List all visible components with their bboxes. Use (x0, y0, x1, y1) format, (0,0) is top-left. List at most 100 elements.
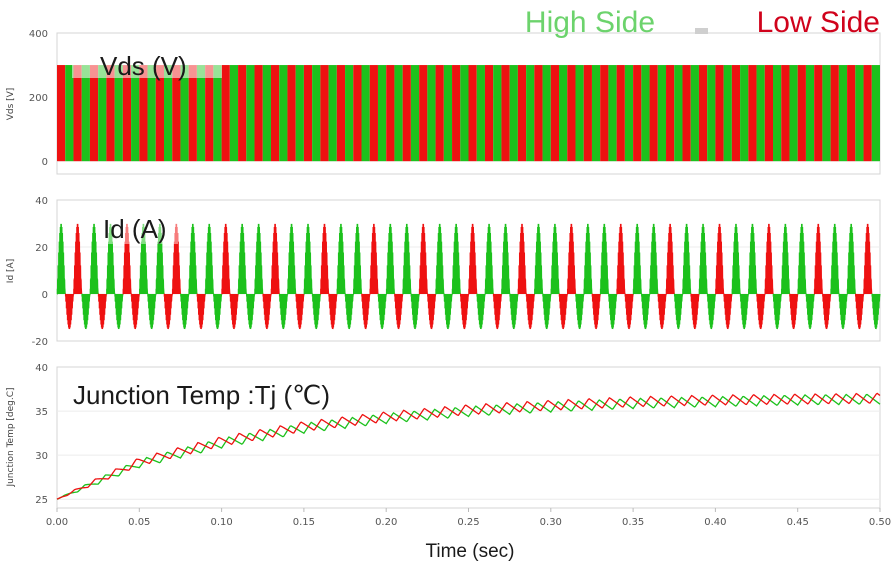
vds-low-side-pulse (287, 65, 296, 162)
vds-high-side-pulse (838, 65, 848, 162)
id-negative-pulse (97, 293, 107, 330)
y-tick-label: 35 (35, 407, 48, 418)
id-positive-pulse (171, 223, 181, 295)
id-positive-pulse (237, 223, 247, 295)
vds-high-side-pulse (279, 65, 288, 162)
id-positive-pulse (188, 223, 198, 295)
x-tick-label: 0.25 (457, 517, 479, 528)
id-positive-pulse (780, 223, 791, 295)
id-negative-pulse (344, 293, 354, 330)
vds-annotation-backdrop (72, 56, 222, 78)
vds-low-side-pulse (814, 65, 823, 162)
vds-high-side-pulse (855, 65, 864, 162)
vds-high-side-pulse (509, 65, 518, 162)
id-negative-pulse (772, 293, 782, 330)
id-negative-pulse (723, 293, 733, 330)
vds-high-side-pulse (65, 65, 74, 162)
id-negative-pulse (410, 293, 420, 330)
vds-high-side-pulse (822, 65, 831, 162)
id-negative-pulse (542, 293, 552, 330)
vds-low-side-pulse (155, 65, 164, 162)
id-positive-pulse (122, 223, 132, 295)
id-positive-pulse (682, 223, 692, 295)
vds-low-side-pulse (682, 65, 691, 162)
vds-high-side-pulse (591, 65, 601, 162)
vds-high-side-pulse (575, 65, 584, 162)
vds-low-side-pulse (797, 65, 806, 162)
vds-high-side-pulse (410, 65, 420, 162)
id-negative-pulse (673, 293, 684, 330)
vds-high-side-pulse (542, 65, 551, 162)
id-negative-pulse (706, 293, 716, 330)
vds-high-side-pulse (361, 65, 370, 162)
id-negative-pulse (492, 293, 502, 330)
plot-area (56, 199, 881, 342)
id-positive-pulse (797, 223, 807, 295)
id-negative-pulse (509, 293, 519, 330)
vds-high-side-pulse (559, 65, 568, 162)
y-tick-label: 0 (42, 290, 48, 301)
id-positive-pulse (89, 223, 99, 295)
vds-low-side-pulse (122, 65, 132, 162)
x-tick-label: 0.30 (540, 517, 562, 528)
id-annotation-backdrop (100, 222, 178, 244)
id-positive-pulse (320, 223, 330, 295)
vds-high-side-pulse (460, 65, 469, 162)
vds-annotation: Vds (V) (100, 51, 187, 81)
id-positive-pulse (435, 223, 445, 295)
y-tick-label: 200 (29, 93, 48, 104)
vds-low-side-pulse (550, 65, 560, 162)
vds-high-side-pulse (526, 65, 535, 162)
id-positive-pulse (353, 223, 363, 295)
vds-low-side-pulse (205, 65, 214, 162)
id-positive-pulse (56, 223, 66, 295)
vds-high-side-pulse (789, 65, 798, 162)
id-positive-pulse (863, 223, 873, 295)
vds-high-side-pulse (131, 65, 140, 162)
id-positive-pulse (468, 223, 478, 295)
x-tick-label: 0.40 (704, 517, 726, 528)
vds-low-side-pulse (419, 65, 428, 162)
vds-high-side-pulse (805, 65, 815, 162)
vds-high-side-pulse (740, 65, 749, 162)
id-positive-pulse (616, 223, 626, 295)
panel-1: -20 0 20 40 (32, 196, 881, 348)
id-negative-pulse (822, 293, 832, 330)
id-positive-pulse (715, 223, 725, 295)
id-negative-pulse (427, 293, 437, 330)
tj-annotation: Junction Temp :Tj (℃) (73, 380, 330, 410)
id-positive-pulse (369, 223, 379, 295)
vds-high-side-pulse (328, 65, 337, 162)
vds-high-side-pulse (641, 65, 650, 162)
id-positive-pulse (204, 223, 214, 295)
vds-low-side-pulse (270, 65, 280, 162)
vds-high-side-pulse (246, 65, 255, 162)
id-positive-pulse (254, 223, 264, 295)
id-positive-pulse (402, 223, 412, 295)
id-positive-pulse (813, 223, 823, 295)
panel-2: 25 30 35 40 0.00 0.05 0.10 0.15 0.20 0.25 0.30 0.35… (35, 363, 891, 528)
id-negative-pulse (575, 293, 585, 330)
vds-low-side-pulse (748, 65, 757, 162)
vds-high-side-pulse (196, 65, 206, 162)
id-positive-pulse (139, 223, 149, 295)
vds-high-side-pulse (98, 65, 107, 162)
id-positive-pulse (418, 223, 428, 295)
vds-low-side-pulse (106, 65, 115, 162)
id-positive-pulse (385, 223, 395, 295)
vds-low-side-pulse (666, 65, 675, 162)
id-negative-pulse (64, 293, 75, 330)
id-positive-pulse (731, 223, 741, 295)
id-positive-pulse (303, 223, 313, 295)
vds-low-side-pulse (698, 65, 708, 162)
vds-high-side-pulse (394, 65, 403, 162)
x-tick-label: 0.35 (622, 517, 644, 528)
id-negative-pulse (608, 293, 618, 330)
vds-axis-label: Vds [V] (6, 88, 16, 121)
id-negative-pulse (328, 293, 338, 330)
x-tick-label: 0.50 (869, 517, 891, 528)
vds-high-side-pulse (476, 65, 485, 162)
vds-low-side-pulse (221, 65, 230, 162)
id-positive-pulse (155, 223, 165, 295)
